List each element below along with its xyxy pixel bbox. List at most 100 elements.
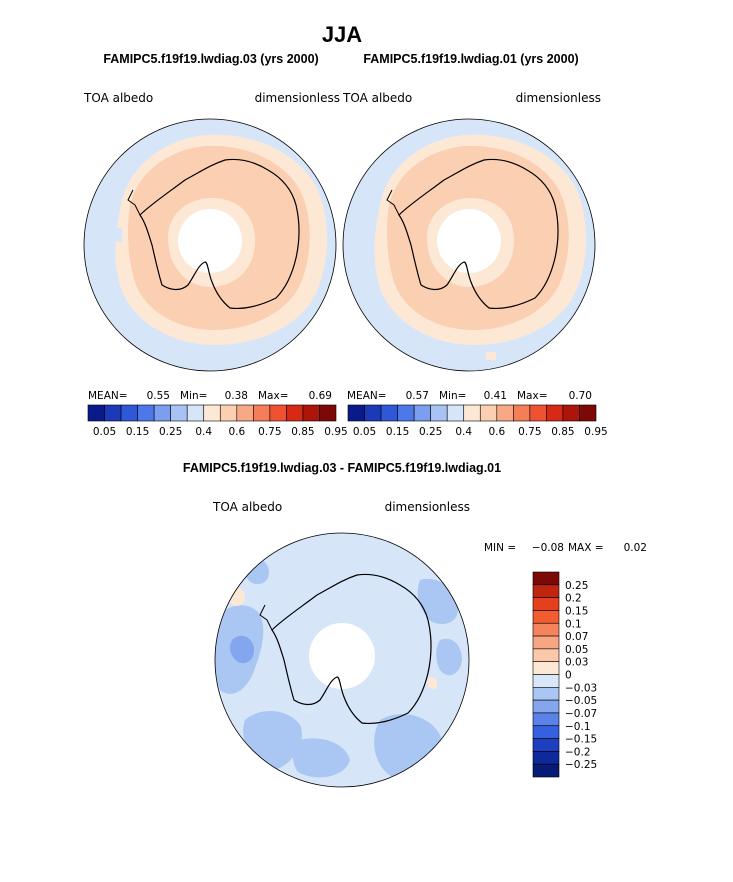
diff-colorbar-tick-label: 0.25 xyxy=(565,580,588,592)
diff-colorbar-tick-label: −0.1 xyxy=(565,721,591,733)
left-colorbar: 0.05 0.15 0.25 0.4 0.6 0.75 0.85 0.95 xyxy=(87,404,348,438)
left-colorbar-box xyxy=(186,404,205,422)
left-colorbar-tick-label: 0.85 xyxy=(291,426,314,438)
right-panel-title: FAMIPC5.f19f19.lwdiag.01 (yrs 2000) xyxy=(363,52,578,66)
right-max-value: 0.70 xyxy=(569,390,592,402)
diff-colorbar-tick-label: 0 xyxy=(565,670,572,682)
left-colorbar-box xyxy=(153,404,171,422)
right-colorbar-box xyxy=(463,404,481,422)
diff-max-value: 0.02 xyxy=(624,542,647,554)
left-colorbar-tick-label: 0.75 xyxy=(258,426,281,438)
right-colorbar-box xyxy=(430,404,448,422)
diff-colorbar: 0.250.20.150.10.070.050.030−0.03−0.05−0.… xyxy=(532,571,597,778)
diff-colorbar-box xyxy=(532,738,560,752)
left-map-pole-hole xyxy=(178,209,242,273)
diff-map-blue-patch-east xyxy=(436,638,462,676)
left-colorbar-box xyxy=(302,404,320,422)
right-colorbar-box xyxy=(397,404,415,422)
right-colorbar-box xyxy=(364,404,382,422)
right-max-label: Max= xyxy=(517,390,548,402)
diff-colorbar-box xyxy=(532,751,560,765)
left-colorbar-box xyxy=(87,404,105,422)
diff-polar-map xyxy=(214,532,470,788)
diff-map-pole-hole xyxy=(309,623,375,689)
right-colorbar-box xyxy=(496,404,514,422)
right-min-label: Min= xyxy=(439,390,466,402)
diff-colorbar-tick-label: 0.15 xyxy=(565,605,588,617)
right-min-value: 0.41 xyxy=(484,390,507,402)
right-variable-label: TOA albedo xyxy=(342,91,412,105)
left-mean-value: 0.55 xyxy=(147,390,170,402)
diff-colorbar-tick-label: 0.05 xyxy=(565,644,588,656)
left-min-value: 0.38 xyxy=(225,390,248,402)
right-colorbar-box xyxy=(347,404,365,422)
diff-colorbar-tick-label: 0.03 xyxy=(565,657,588,669)
diff-colorbar-tick-label: 0.07 xyxy=(565,631,588,643)
left-colorbar-box xyxy=(170,404,188,422)
left-map-ocean-patch xyxy=(112,228,122,242)
right-colorbar-tick-label: 0.85 xyxy=(551,426,574,438)
right-colorbar-tick-label: 0.6 xyxy=(488,426,505,438)
left-variable-label: TOA albedo xyxy=(83,91,153,105)
left-mean-label: MEAN= xyxy=(88,390,128,402)
left-colorbar-tick-label: 0.15 xyxy=(126,426,149,438)
left-colorbar-box xyxy=(269,404,287,422)
diff-colorbar-box xyxy=(532,699,560,714)
diff-colorbar-box xyxy=(532,648,560,662)
diff-panel-title: FAMIPC5.f19f19.lwdiag.03 - FAMIPC5.f19f1… xyxy=(183,461,501,475)
diff-colorbar-box xyxy=(532,712,560,727)
right-units-label: dimensionless xyxy=(516,91,601,105)
left-min-label: Min= xyxy=(180,390,207,402)
left-colorbar-box xyxy=(286,404,304,422)
diff-stats: MIN = −0.08 MAX = 0.02 xyxy=(484,542,647,554)
right-mean-value: 0.57 xyxy=(406,390,429,402)
right-colorbar-box xyxy=(413,404,431,422)
diff-colorbar-tick-label: 0.2 xyxy=(565,593,582,605)
left-colorbar-tick-label: 0.95 xyxy=(324,426,347,438)
diff-colorbar-tick-label: −0.15 xyxy=(565,734,597,746)
left-colorbar-box xyxy=(120,404,138,422)
diff-colorbar-box xyxy=(532,725,560,739)
diff-colorbar-box xyxy=(532,584,560,598)
diff-colorbar-tick-label: −0.05 xyxy=(565,695,597,707)
right-polar-map xyxy=(342,118,596,372)
diff-map-border xyxy=(214,532,470,788)
diff-map-blue-core-west xyxy=(230,635,255,664)
right-map-south-america-tip xyxy=(386,189,400,216)
diff-colorbar-box xyxy=(532,571,560,586)
left-panel-title: FAMIPC5.f19f19.lwdiag.03 (yrs 2000) xyxy=(103,52,318,66)
left-map-south-america-tip xyxy=(127,189,141,216)
diff-colorbar-box xyxy=(532,622,560,637)
diff-colorbar-tick-label: −0.07 xyxy=(565,708,597,720)
right-colorbar-box xyxy=(529,404,547,422)
left-units-label: dimensionless xyxy=(255,91,340,105)
right-colorbar-box xyxy=(546,404,564,422)
left-colorbar-box xyxy=(203,404,221,422)
diff-colorbar-tick-label: −0.2 xyxy=(565,746,591,758)
diff-colorbar-tick-label: 0.1 xyxy=(565,618,582,630)
right-colorbar-box xyxy=(380,404,398,422)
left-colorbar-tick-label: 0.4 xyxy=(195,426,212,438)
right-colorbar: 0.05 0.15 0.25 0.4 0.6 0.75 0.85 0.95 xyxy=(347,404,608,438)
diff-map-peach-patch-east xyxy=(427,676,438,690)
right-map-border xyxy=(342,118,596,372)
right-map-peach-patch xyxy=(486,352,496,360)
right-colorbar-box xyxy=(562,404,580,422)
diff-colorbar-box xyxy=(532,674,560,688)
right-colorbar-box xyxy=(446,404,465,422)
diff-map-blue-patch-south xyxy=(292,738,350,778)
left-map-border xyxy=(83,118,337,372)
right-map-pole-hole xyxy=(437,209,501,273)
left-colorbar-box xyxy=(236,404,254,422)
left-colorbar-tick-label: 0.05 xyxy=(93,426,116,438)
diff-max-label: MAX = xyxy=(568,542,604,554)
right-colorbar-box xyxy=(479,404,498,422)
diff-colorbar-box xyxy=(532,635,560,650)
right-mean-label: MEAN= xyxy=(347,390,387,402)
left-max-value: 0.69 xyxy=(309,390,332,402)
diff-min-value: −0.08 xyxy=(532,542,564,554)
diff-colorbar-box xyxy=(532,687,560,701)
figure-title: JJA xyxy=(322,22,362,47)
right-colorbar-tick-label: 0.05 xyxy=(353,426,376,438)
